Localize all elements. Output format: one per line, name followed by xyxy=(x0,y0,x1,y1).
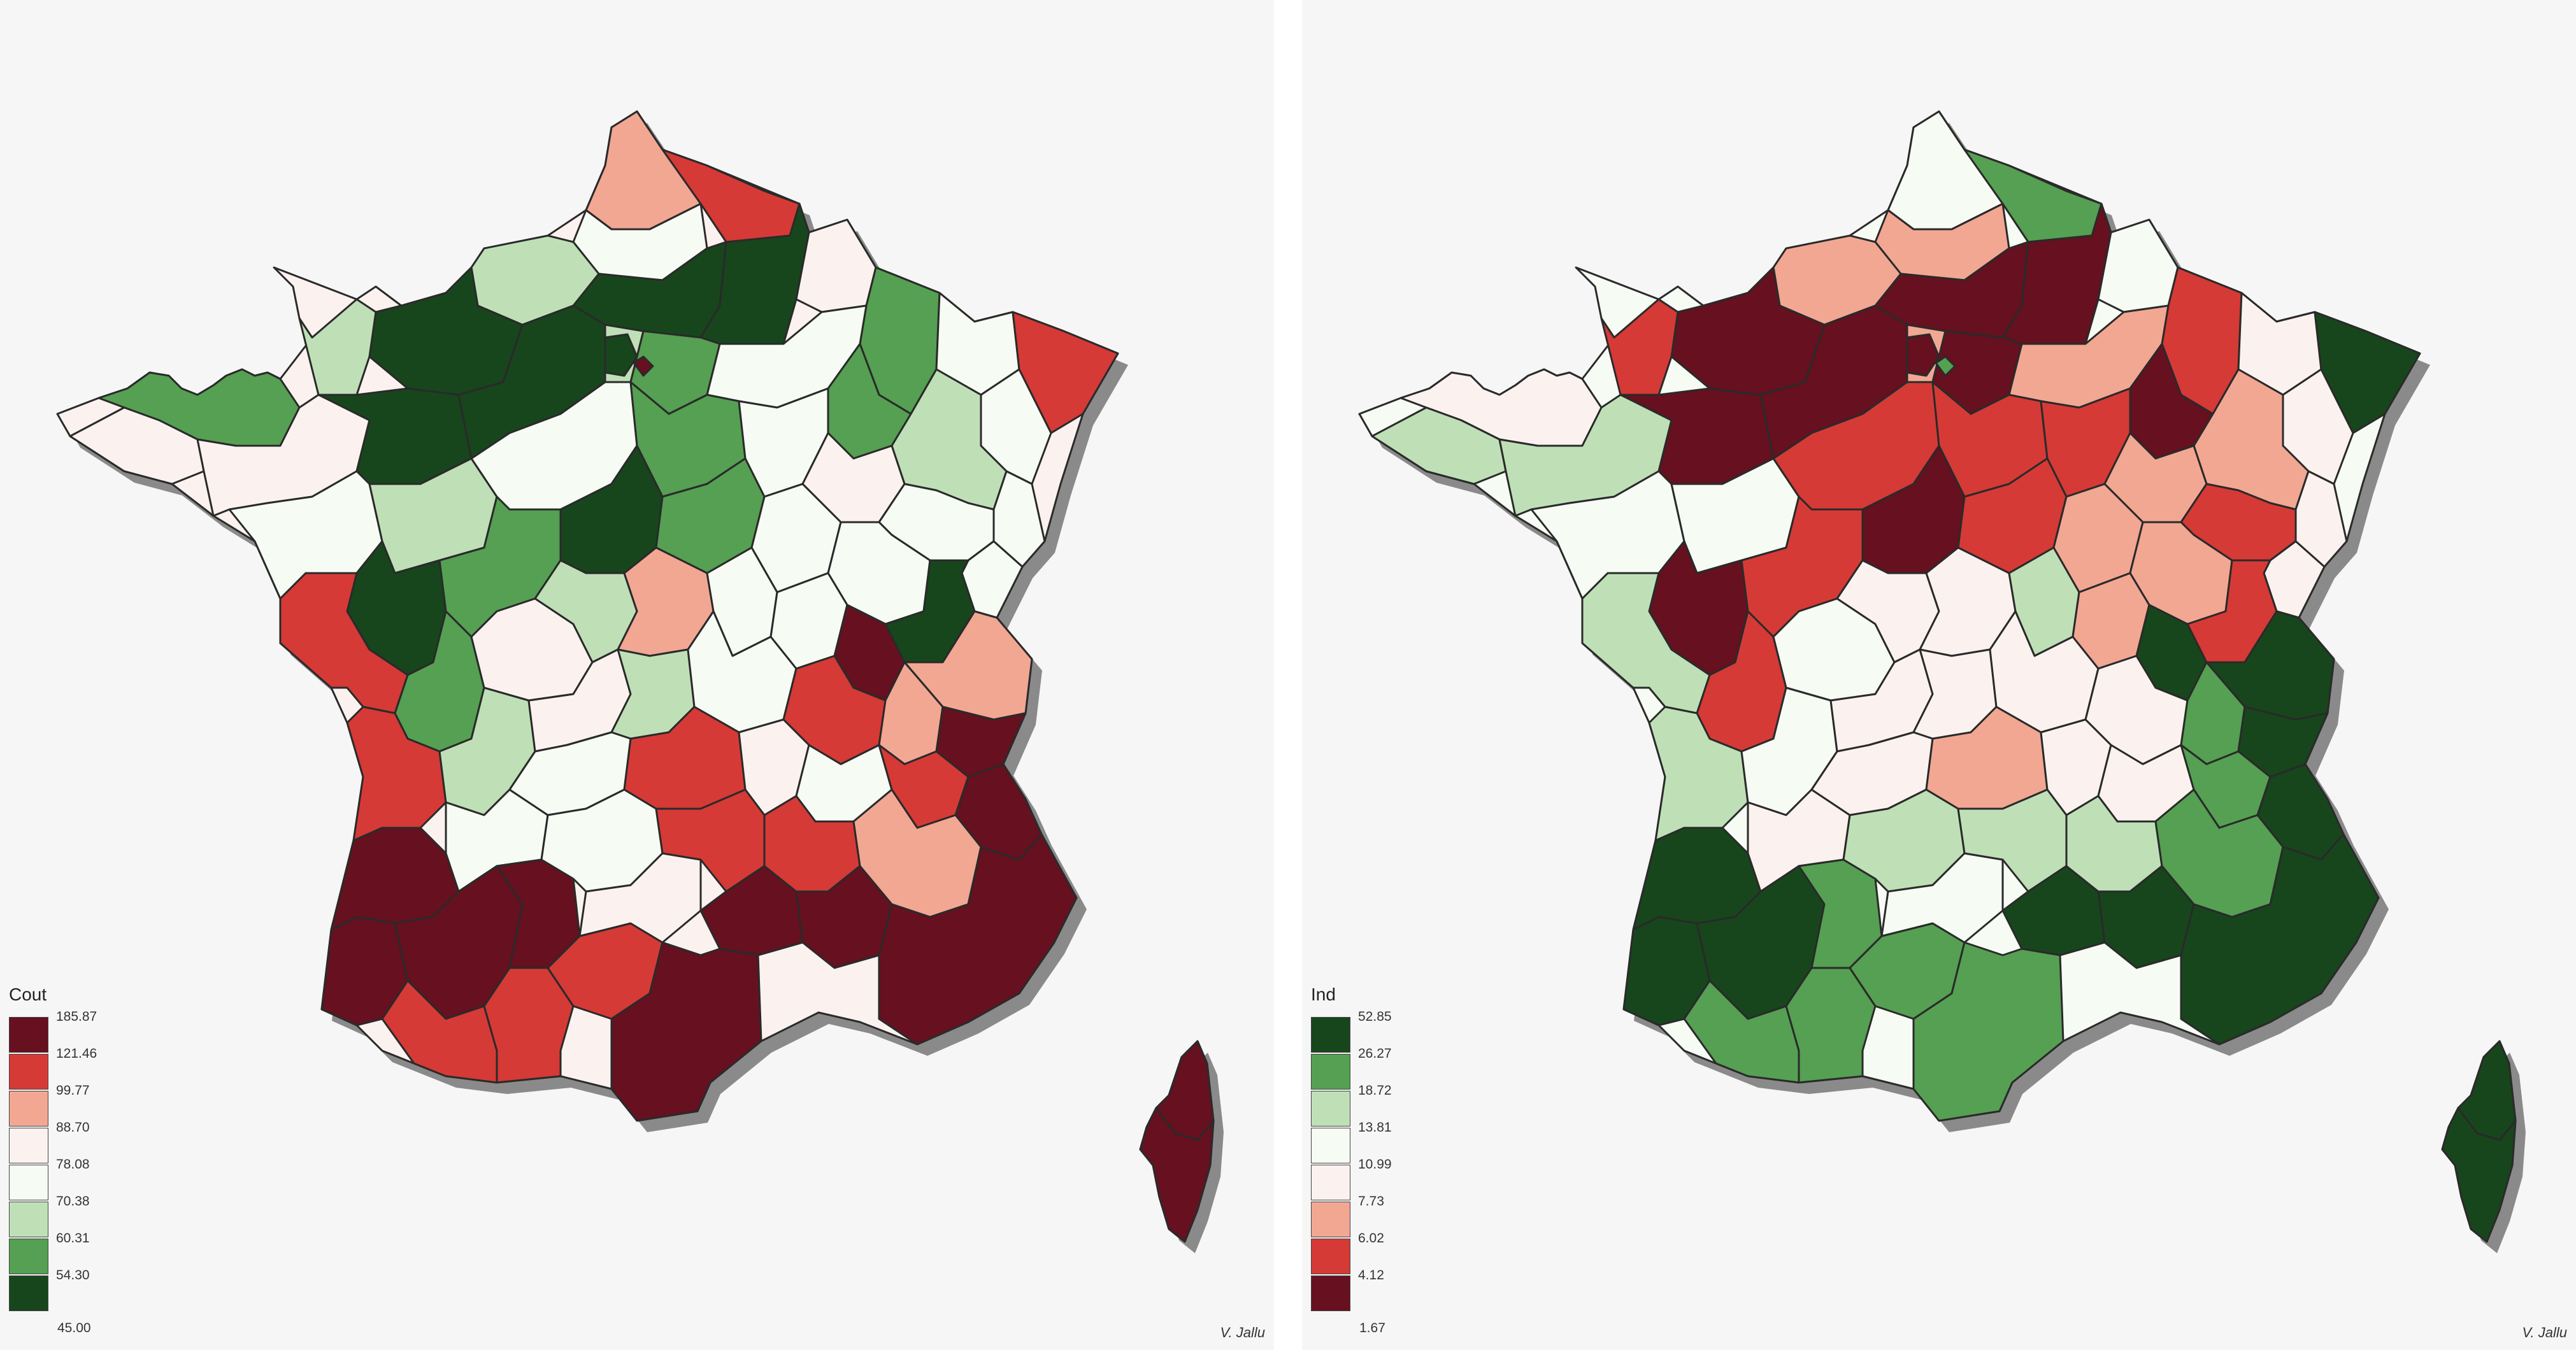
choropleth-map-cout xyxy=(56,110,1224,1253)
map-panel-cout: Cout 185.87 121.46 99.77 88.70 78.08 70.38 60.… xyxy=(0,0,1274,1350)
legend-title: Cout xyxy=(9,984,47,1004)
department-region xyxy=(1581,572,1711,714)
map-credit: V. Jallu xyxy=(2522,1325,2567,1340)
legend-swatch xyxy=(9,1239,48,1274)
legend-swatch xyxy=(1311,1202,1350,1237)
department-region xyxy=(2180,833,2380,1046)
department-region xyxy=(1785,967,1877,1084)
legend-item: 6.02 xyxy=(1311,1231,1477,1275)
legend-item: 88.70 xyxy=(9,1120,175,1164)
legend-swatch xyxy=(9,1202,48,1237)
department-region xyxy=(483,967,575,1084)
legend-swatch xyxy=(9,1128,48,1163)
department-region xyxy=(2441,1107,2517,1243)
department-region xyxy=(2001,202,2112,345)
legend-break-label: 52.85 xyxy=(1358,1009,1392,1024)
legend-break-label: 13.81 xyxy=(1358,1120,1392,1135)
legend-break-label: 60.31 xyxy=(56,1231,90,1246)
legend-break-label: 1.67 xyxy=(1359,1321,1385,1335)
legend-item: 99.77 xyxy=(9,1083,175,1127)
legend-swatch xyxy=(1311,1275,1350,1311)
legend-break-label: 99.77 xyxy=(56,1083,90,1098)
department-region xyxy=(298,298,377,396)
department-region xyxy=(795,218,877,313)
legend-item: 60.31 xyxy=(9,1231,175,1275)
legend-title: Ind xyxy=(1311,984,1336,1004)
department-region xyxy=(1906,333,1940,377)
legend-break-label: 185.87 xyxy=(56,1009,97,1024)
legend-break-label: 4.12 xyxy=(1358,1268,1384,1282)
legend-swatch xyxy=(9,1275,48,1311)
legend-break-label: 6.02 xyxy=(1358,1231,1384,1246)
legend-break-label: 70.38 xyxy=(56,1194,90,1209)
department-region xyxy=(604,333,638,377)
legend-item: 4.12 xyxy=(1311,1268,1477,1312)
department-region xyxy=(2097,218,2179,313)
legend-item: 13.81 xyxy=(1311,1120,1477,1164)
legend-cout: Cout 185.87 121.46 99.77 88.70 78.08 70.38 60.… xyxy=(9,984,175,1335)
legend-ind: Ind 52.85 26.27 18.72 13.81 10.99 7.73 6.02 4.1… xyxy=(1311,984,1477,1335)
legend-rows: 52.85 26.27 18.72 13.81 10.99 7.73 6.02 4.12 xyxy=(1311,1009,1477,1312)
legend-item: 26.27 xyxy=(1311,1046,1477,1090)
legend-break-label: 78.08 xyxy=(56,1157,90,1172)
legend-swatch xyxy=(9,1091,48,1126)
legend-swatch xyxy=(1311,1091,1350,1126)
legend-item: 78.08 xyxy=(9,1157,175,1201)
choropleth-map-ind xyxy=(1358,110,2526,1253)
department-region xyxy=(699,202,810,345)
legend-item: 10.99 xyxy=(1311,1157,1477,1201)
legend-break-label: 10.99 xyxy=(1358,1157,1392,1172)
legend-item: 18.72 xyxy=(1311,1083,1477,1127)
legend-item: 70.38 xyxy=(9,1194,175,1238)
legend-swatch xyxy=(1311,1239,1350,1274)
legend-break-label: 7.73 xyxy=(1358,1194,1384,1209)
legend-item: 185.87 xyxy=(9,1009,175,1053)
department-region xyxy=(610,941,762,1122)
legend-swatch xyxy=(9,1165,48,1200)
department-region xyxy=(1935,355,1956,377)
legend-item: 121.46 xyxy=(9,1046,175,1090)
legend-item: 52.85 xyxy=(1311,1009,1477,1053)
legend-swatch xyxy=(1311,1054,1350,1090)
department-region xyxy=(1912,941,2064,1122)
department-region xyxy=(279,572,409,714)
legend-swatch xyxy=(1311,1128,1350,1163)
legend-break-label: 45.00 xyxy=(57,1321,91,1335)
legend-break-label: 18.72 xyxy=(1358,1083,1392,1098)
department-region xyxy=(1600,298,1679,396)
legend-swatch xyxy=(9,1017,48,1053)
legend-rows: 185.87 121.46 99.77 88.70 78.08 70.38 60.31 54.… xyxy=(9,1009,175,1312)
legend-item: 7.73 xyxy=(1311,1194,1477,1238)
legend-break-label: 54.30 xyxy=(56,1268,90,1282)
map-panel-ind: Ind 52.85 26.27 18.72 13.81 10.99 7.73 6.02 4.1… xyxy=(1302,0,2576,1350)
legend-swatch xyxy=(1311,1017,1350,1053)
legend-swatch xyxy=(1311,1165,1350,1200)
legend-item: 54.30 xyxy=(9,1268,175,1312)
department-region xyxy=(878,833,1078,1046)
department-region xyxy=(633,355,654,377)
department-region xyxy=(1139,1107,1215,1243)
legend-break-label: 88.70 xyxy=(56,1120,90,1135)
map-credit: V. Jallu xyxy=(1220,1325,1265,1340)
legend-break-label: 26.27 xyxy=(1358,1046,1392,1061)
legend-break-label: 121.46 xyxy=(56,1046,97,1061)
legend-swatch xyxy=(9,1054,48,1090)
